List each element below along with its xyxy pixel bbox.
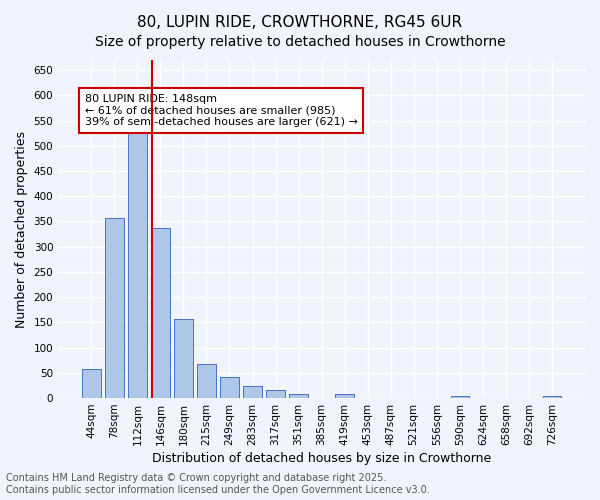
Text: Contains HM Land Registry data © Crown copyright and database right 2025.
Contai: Contains HM Land Registry data © Crown c…: [6, 474, 430, 495]
Bar: [289, 394, 308, 398]
Bar: [451, 396, 469, 398]
Bar: [151, 228, 170, 398]
Bar: [128, 126, 146, 398]
Bar: [335, 394, 354, 398]
Text: 80, LUPIN RIDE, CROWTHORNE, RG45 6UR: 80, LUPIN RIDE, CROWTHORNE, RG45 6UR: [137, 15, 463, 30]
Y-axis label: Number of detached properties: Number of detached properties: [15, 130, 28, 328]
Bar: [266, 390, 285, 398]
Text: Size of property relative to detached houses in Crowthorne: Size of property relative to detached ho…: [95, 35, 505, 49]
X-axis label: Distribution of detached houses by size in Crowthorne: Distribution of detached houses by size …: [152, 452, 491, 465]
Bar: [220, 377, 239, 398]
Bar: [82, 369, 101, 398]
Bar: [174, 319, 193, 398]
Text: 80 LUPIN RIDE: 148sqm
← 61% of detached houses are smaller (985)
39% of semi-det: 80 LUPIN RIDE: 148sqm ← 61% of detached …: [85, 94, 358, 127]
Bar: [197, 364, 215, 398]
Bar: [542, 396, 561, 398]
Bar: [105, 218, 124, 398]
Bar: [243, 386, 262, 398]
